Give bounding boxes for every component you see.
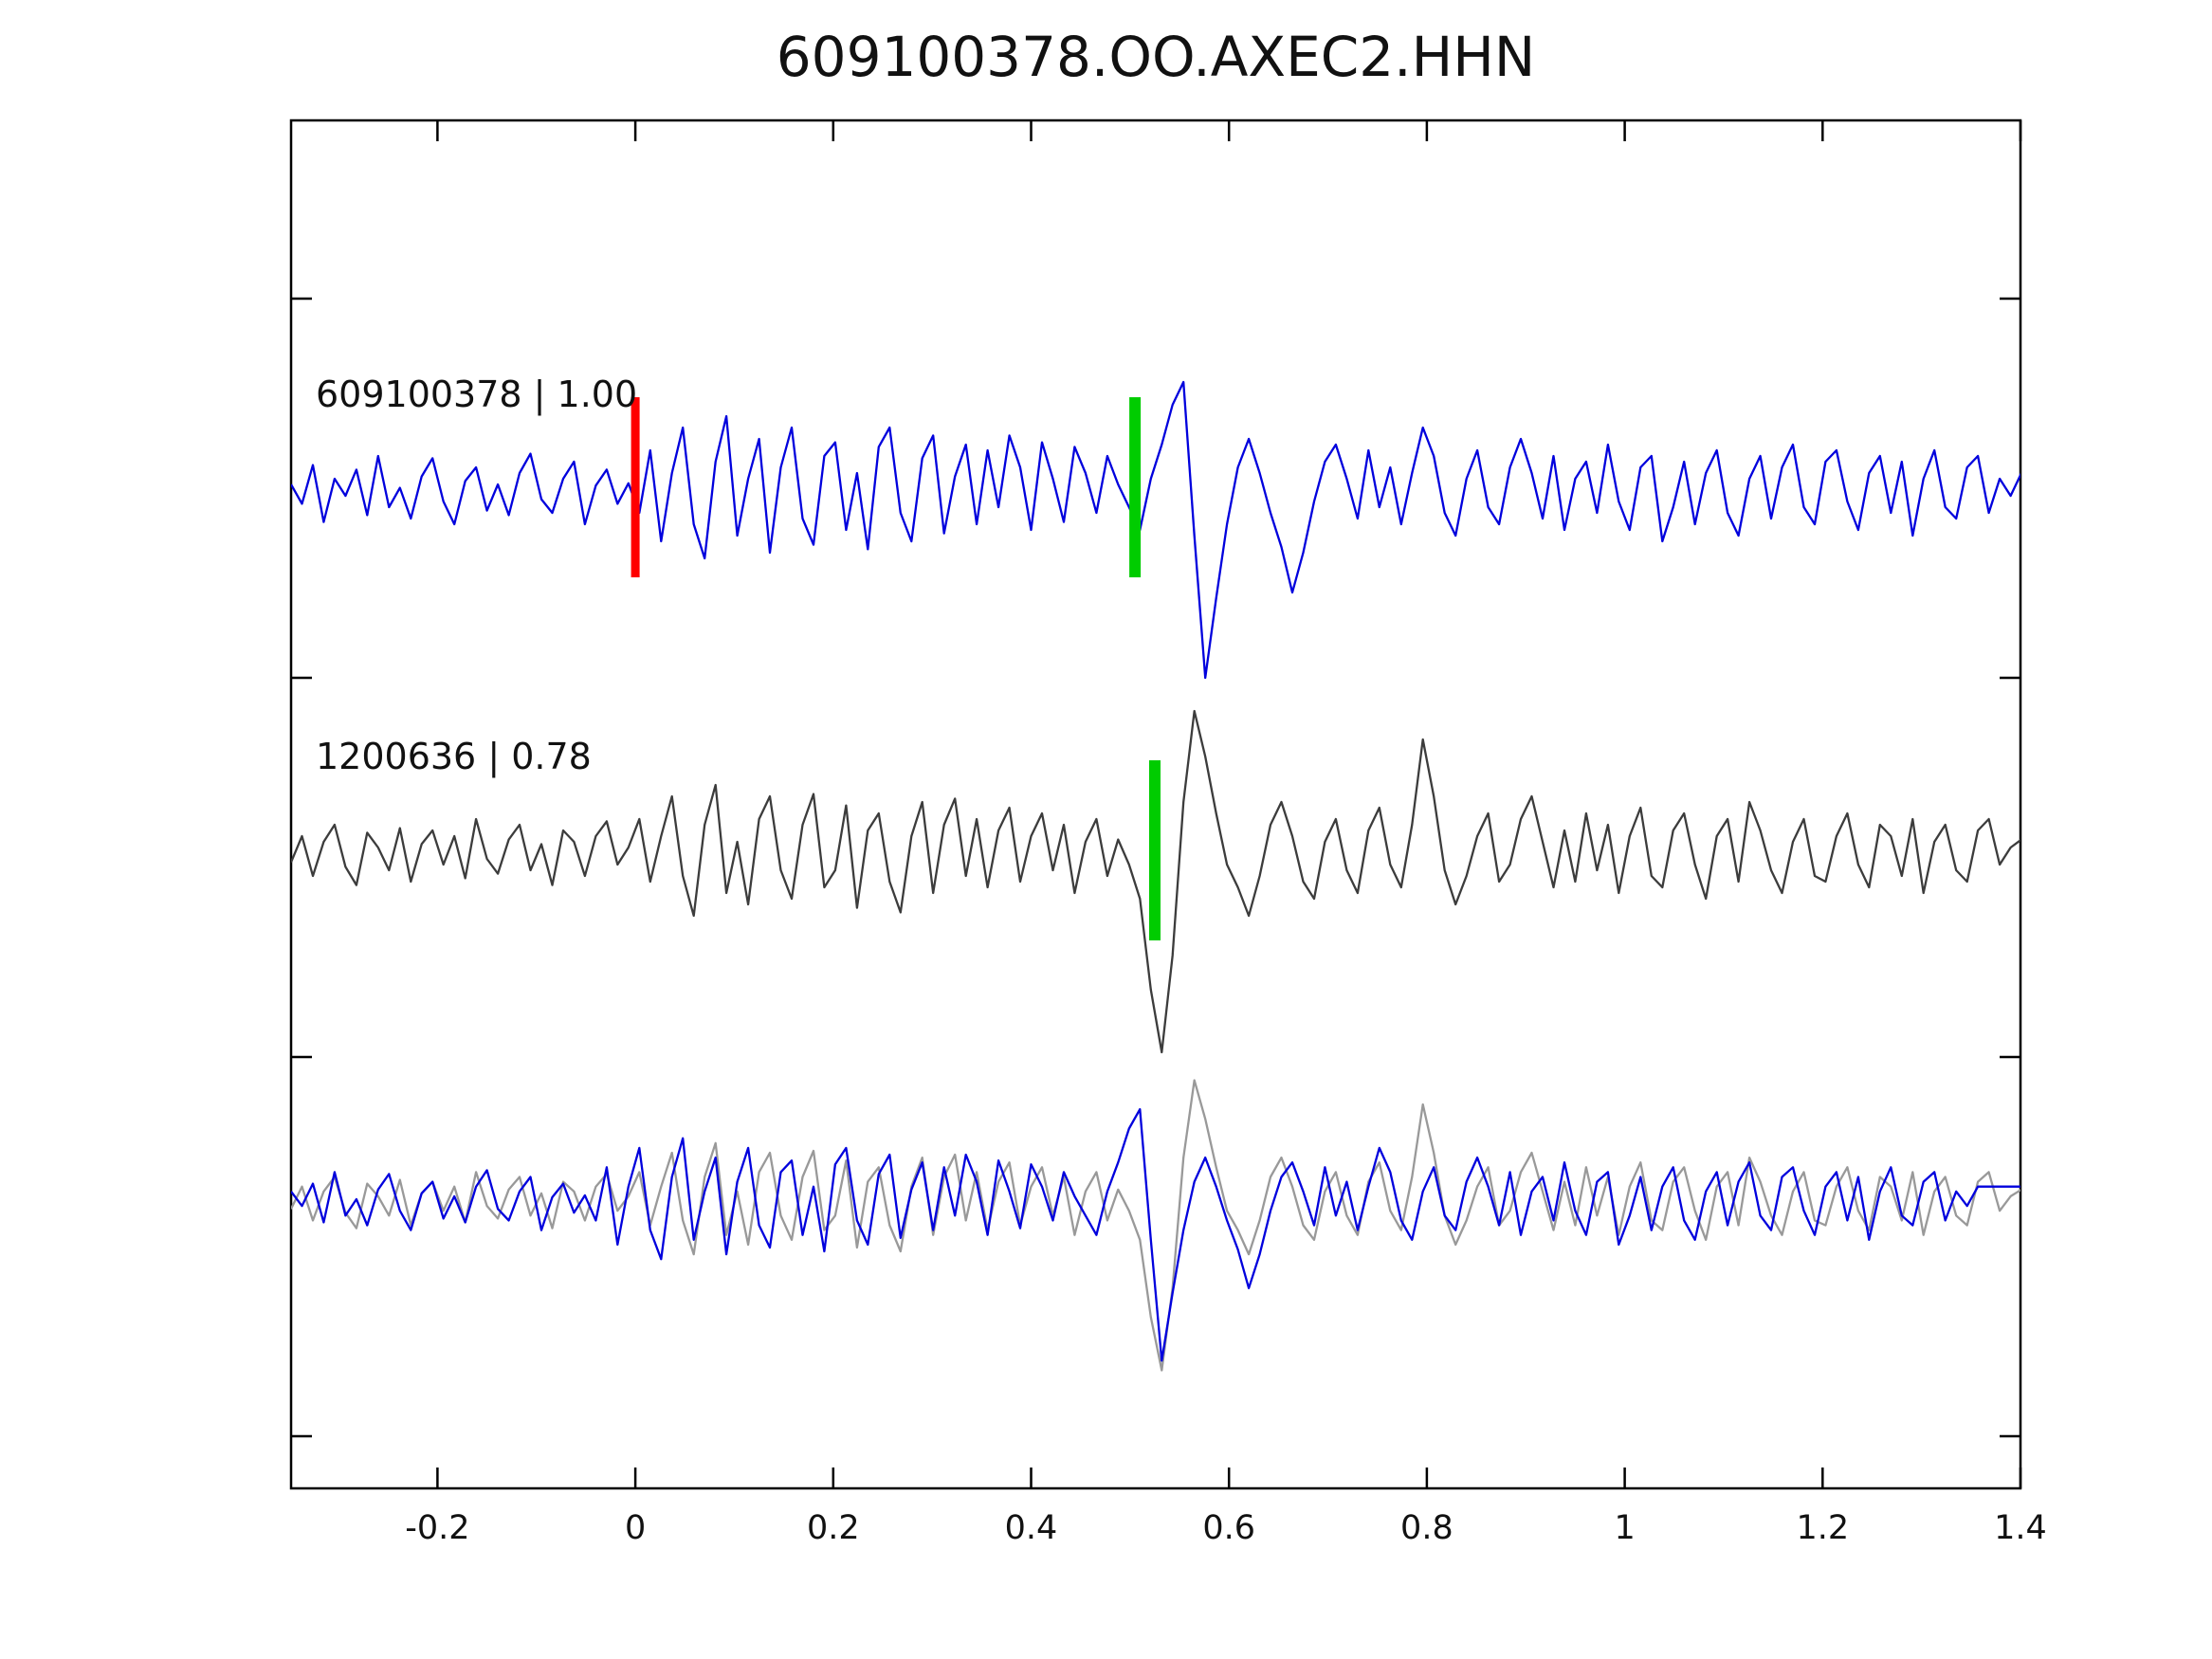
template-trace-label: 609100378 | 1.00 xyxy=(316,374,638,415)
x-tick-label: 1 xyxy=(1614,1509,1636,1547)
x-tick-label: 0 xyxy=(624,1509,647,1547)
detection-trace-label: 1200636 | 0.78 xyxy=(316,736,592,777)
x-tick-label: -0.2 xyxy=(405,1509,470,1547)
x-tick-label: 0.6 xyxy=(1202,1509,1256,1547)
x-tick-label: 0.8 xyxy=(1400,1509,1453,1547)
x-tick-label: 1.2 xyxy=(1796,1509,1850,1547)
figure-title: 609100378.OO.AXEC2.HHN xyxy=(776,25,1536,89)
x-tick-label: 0.2 xyxy=(806,1509,860,1547)
x-tick-label: 1.4 xyxy=(1994,1509,2047,1547)
axes-box xyxy=(289,118,2022,1490)
x-tick-label: 0.4 xyxy=(1004,1509,1058,1547)
